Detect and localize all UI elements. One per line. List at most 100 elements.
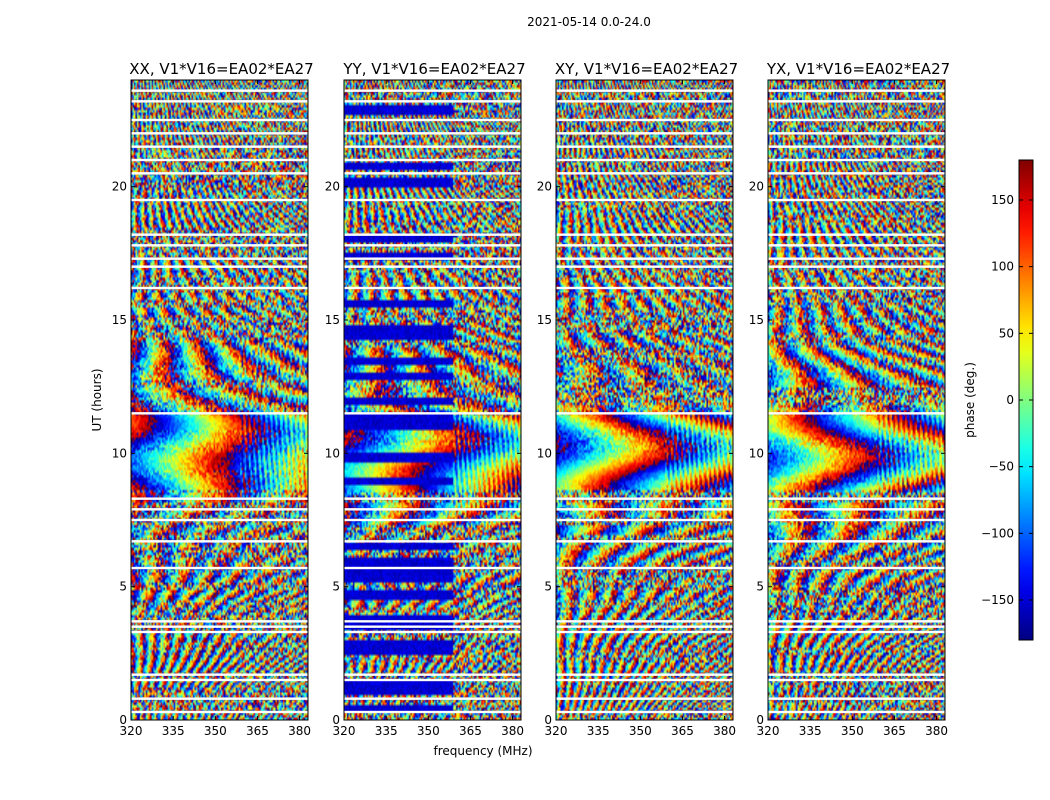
flag-gap bbox=[556, 508, 733, 511]
flag-gap bbox=[556, 620, 733, 623]
flag-gap bbox=[131, 118, 308, 122]
flag-gap bbox=[768, 257, 945, 260]
y-tick-label: 5 bbox=[756, 580, 764, 594]
phase-heatmap-yx bbox=[768, 80, 945, 720]
colorbar-tick-label: −100 bbox=[981, 526, 1014, 540]
panel-frame bbox=[130, 79, 309, 721]
flag-gap bbox=[344, 132, 521, 135]
y-tick-label: 10 bbox=[325, 446, 340, 460]
x-tick-label: 380 bbox=[925, 724, 948, 738]
flag-gap bbox=[556, 132, 733, 135]
flag-gap bbox=[768, 540, 945, 543]
flag-gap bbox=[556, 118, 733, 122]
flag-gap bbox=[131, 518, 308, 522]
flag-gap bbox=[768, 89, 945, 92]
flag-gap bbox=[344, 673, 521, 676]
flag-gap bbox=[131, 566, 308, 570]
flag-gap bbox=[131, 620, 308, 623]
flag-gap bbox=[768, 697, 945, 700]
flag-gap bbox=[344, 198, 521, 202]
panel-xx: XX, V1*V16=EA02*EA27 320 335 350 365 380 0 5 10 1… bbox=[112, 60, 314, 738]
phase-heatmap-xx bbox=[131, 80, 308, 720]
x-tick-label: 365 bbox=[459, 724, 482, 738]
flag-gap bbox=[131, 100, 308, 103]
colorbar-tick-label: 50 bbox=[999, 326, 1014, 340]
y-tick-label: 10 bbox=[112, 446, 127, 460]
x-tick-label: 365 bbox=[671, 724, 694, 738]
flag-gap bbox=[556, 678, 733, 682]
panel-frame bbox=[767, 79, 946, 721]
flag-gap bbox=[556, 198, 733, 202]
flag-gap bbox=[768, 678, 945, 682]
flag-gap bbox=[131, 158, 308, 162]
panel-frame bbox=[555, 79, 734, 721]
flag-gap bbox=[131, 198, 308, 202]
flag-gap bbox=[344, 233, 521, 236]
flag-gap bbox=[344, 566, 521, 570]
y-tick-label: 0 bbox=[756, 713, 764, 727]
flag-gap bbox=[344, 89, 521, 92]
y-tick-label: 0 bbox=[544, 713, 552, 727]
y-tick-label: 20 bbox=[325, 180, 340, 194]
flag-gap bbox=[768, 630, 945, 634]
x-tick-label: 365 bbox=[246, 724, 269, 738]
flag-gap bbox=[344, 172, 521, 175]
flag-gap bbox=[131, 540, 308, 543]
flag-gap bbox=[556, 518, 733, 522]
x-tick-label: 350 bbox=[417, 724, 440, 738]
panels-group: XX, V1*V16=EA02*EA27 320 335 350 365 380 0 5 10 1… bbox=[112, 60, 950, 738]
flag-gap bbox=[556, 244, 733, 247]
x-tick-label: 320 bbox=[333, 724, 356, 738]
flag-gap bbox=[768, 673, 945, 676]
y-tick-label: 15 bbox=[112, 313, 127, 327]
flag-gap bbox=[344, 145, 521, 148]
flag-gap bbox=[131, 710, 308, 714]
panel-xy: XY, V1*V16=EA02*EA27 320 335 350 365 380 0 5 10 1… bbox=[537, 60, 738, 738]
y-tick-label: 15 bbox=[537, 313, 552, 327]
flag-gap bbox=[344, 630, 521, 634]
x-tick-label: 350 bbox=[204, 724, 227, 738]
flag-gap bbox=[131, 172, 308, 175]
flag-gap bbox=[344, 257, 521, 260]
flag-gap bbox=[131, 625, 308, 628]
flag-gap bbox=[131, 233, 308, 236]
x-tick-label: 350 bbox=[841, 724, 864, 738]
flag-gap bbox=[768, 158, 945, 162]
flag-gap bbox=[768, 518, 945, 522]
y-tick-label: 0 bbox=[332, 713, 340, 727]
x-tick-label: 335 bbox=[375, 724, 398, 738]
flag-gap bbox=[556, 233, 733, 236]
flag-gap bbox=[344, 678, 521, 682]
flag-gap bbox=[131, 286, 308, 290]
flag-gap bbox=[131, 508, 308, 511]
y-tick-label: 15 bbox=[325, 313, 340, 327]
flag-gap bbox=[344, 497, 521, 500]
x-tick-label: 335 bbox=[162, 724, 185, 738]
flag-gap bbox=[344, 540, 521, 543]
x-tick-label: 365 bbox=[883, 724, 906, 738]
flag-gap bbox=[344, 710, 521, 714]
flag-gap bbox=[768, 497, 945, 500]
flag-gap bbox=[556, 100, 733, 103]
x-tick-label: 320 bbox=[545, 724, 568, 738]
y-tick-label: 5 bbox=[332, 580, 340, 594]
flag-gap bbox=[556, 630, 733, 634]
flag-gap bbox=[768, 244, 945, 247]
flag-gap bbox=[556, 412, 733, 415]
flag-gap bbox=[556, 145, 733, 148]
colorbar-tick-label: −150 bbox=[981, 593, 1014, 607]
colorbar-tick-label: −50 bbox=[989, 460, 1014, 474]
y-axis-label: UT (hours) bbox=[90, 368, 104, 431]
flag-gap bbox=[344, 244, 521, 247]
flag-gap bbox=[768, 412, 945, 415]
flag-gap bbox=[556, 566, 733, 570]
flag-gap bbox=[556, 257, 733, 260]
x-tick-label: 380 bbox=[713, 724, 736, 738]
panel-title: XY, V1*V16=EA02*EA27 bbox=[555, 60, 738, 78]
flag-gap bbox=[556, 286, 733, 290]
x-tick-label: 320 bbox=[120, 724, 143, 738]
y-tick-label: 5 bbox=[544, 580, 552, 594]
flag-gap bbox=[768, 118, 945, 122]
flag-gap bbox=[768, 132, 945, 135]
